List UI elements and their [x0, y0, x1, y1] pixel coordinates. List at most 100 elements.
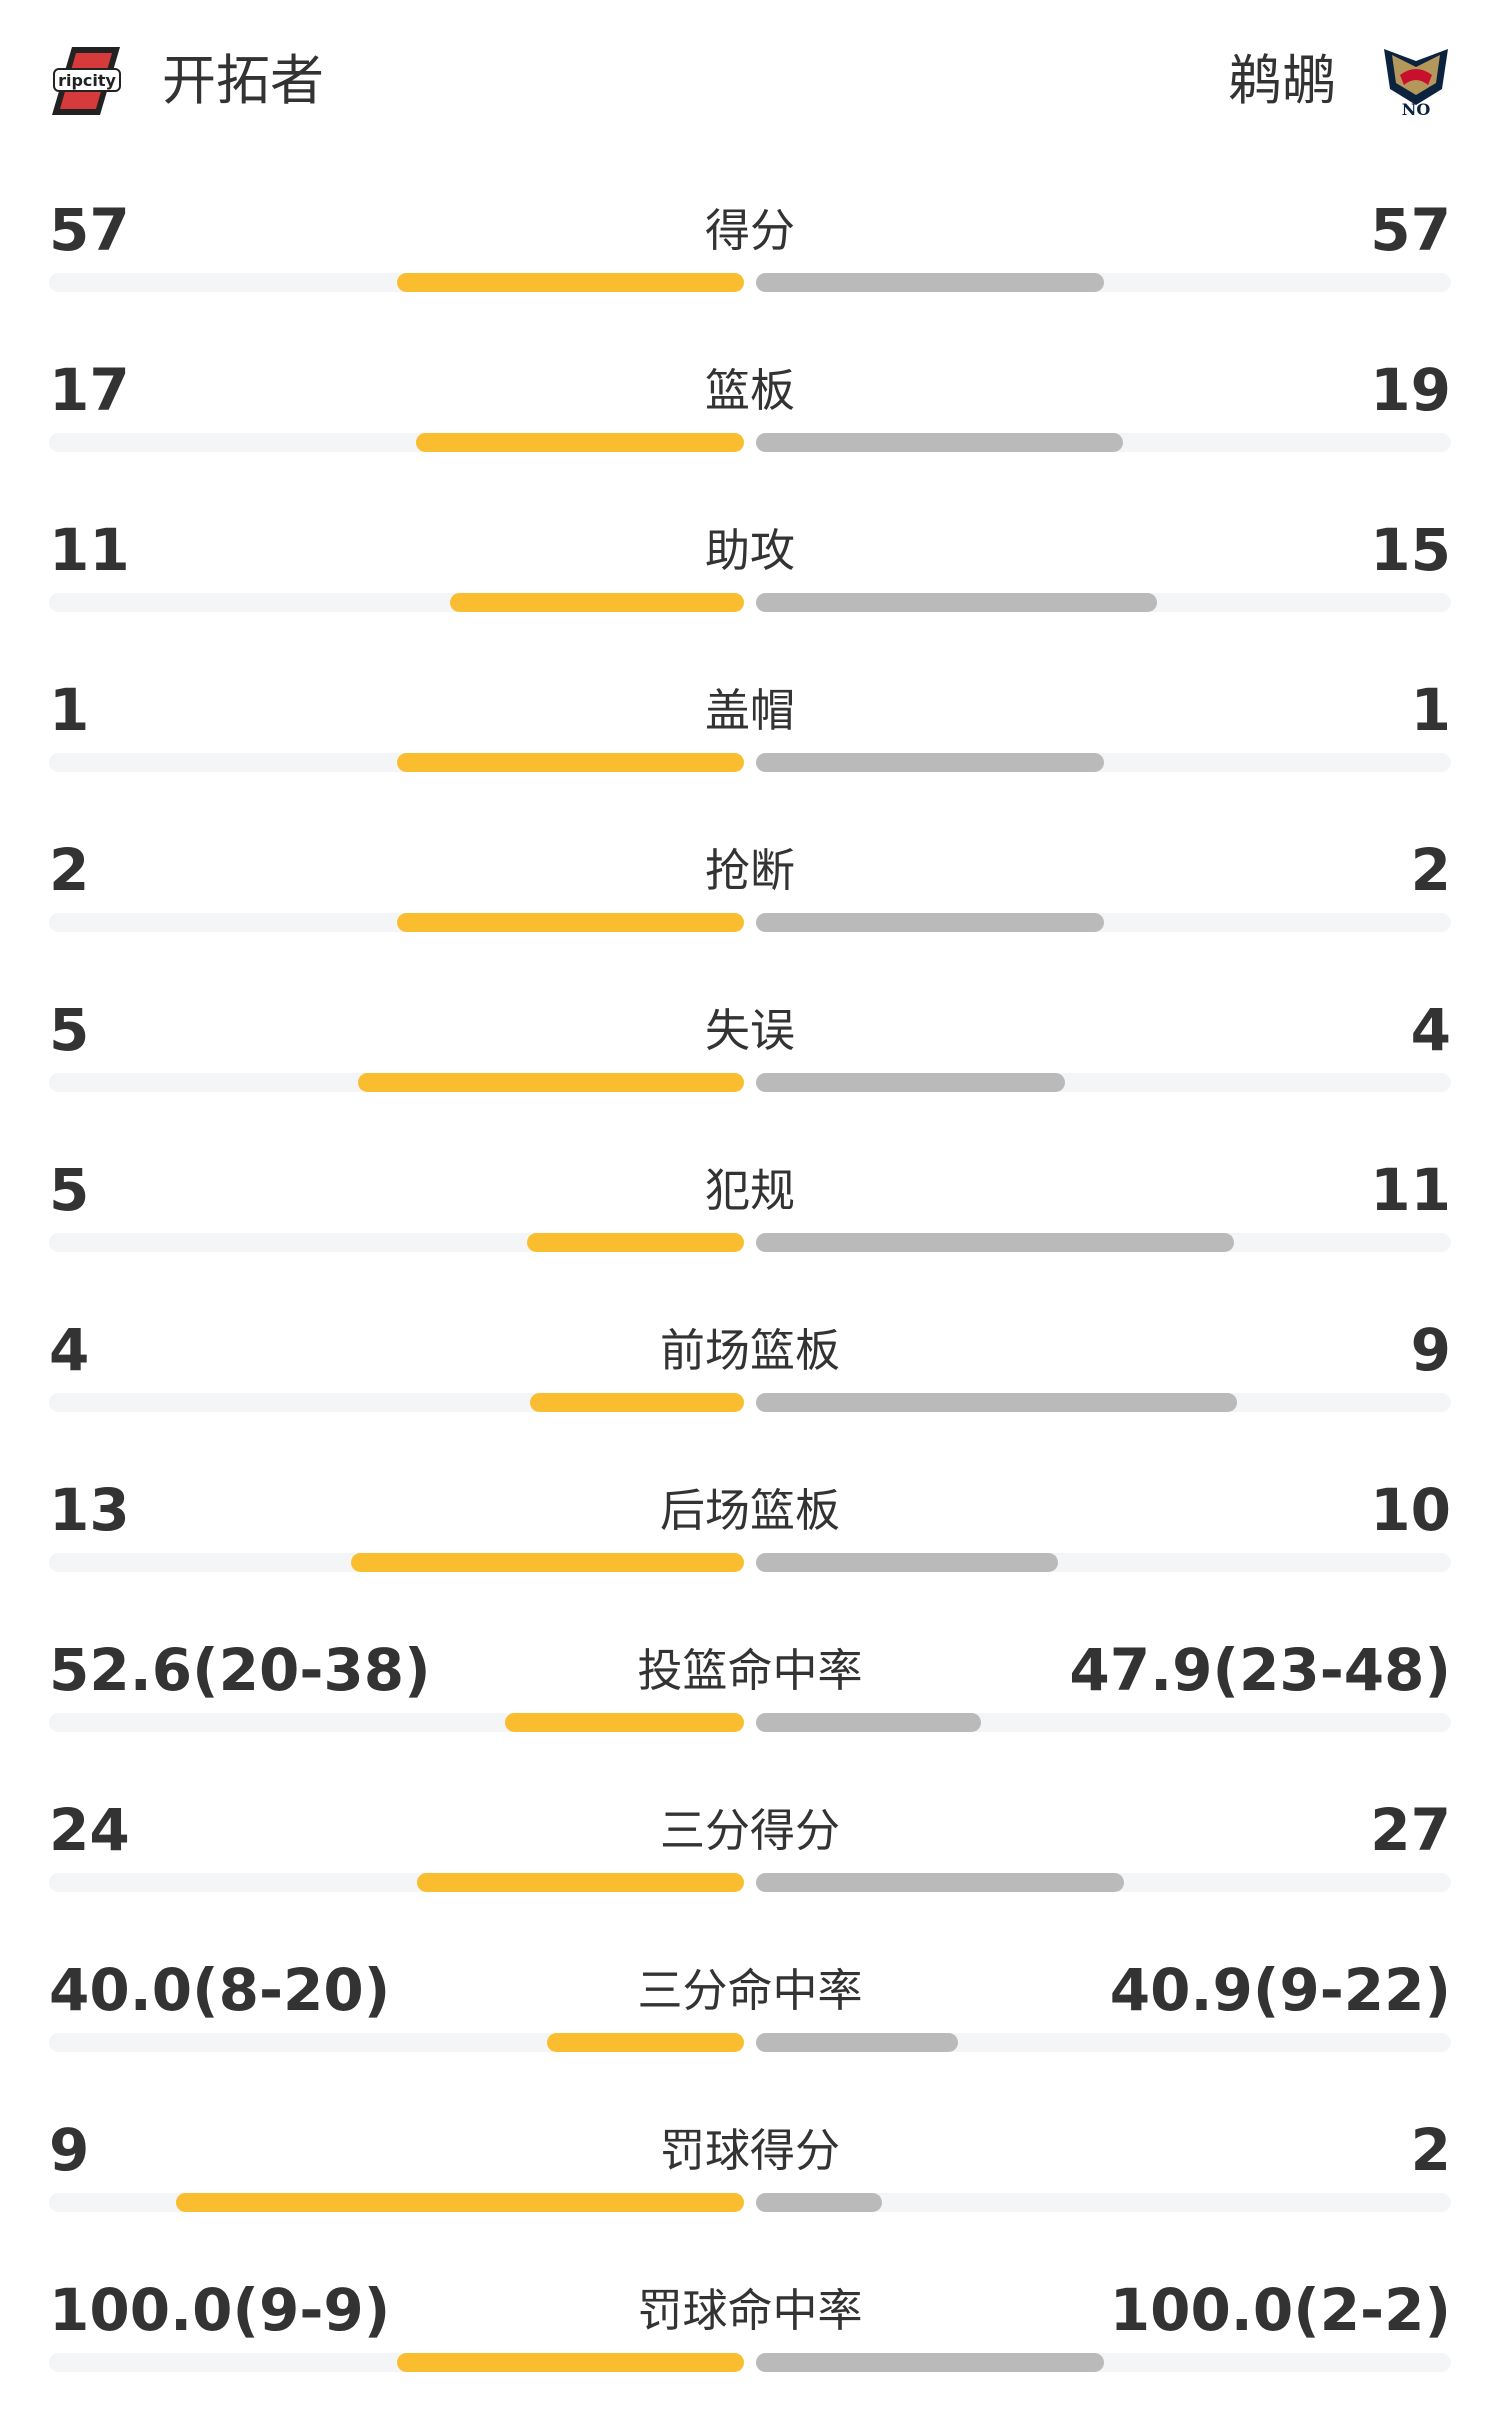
home-bar	[416, 1873, 744, 1892]
home-bar	[175, 2193, 744, 2212]
stat-row: 100.0(9-9) 罚球命中率 100.0(2-2)	[49, 2275, 1451, 2435]
stat-row: 1 盖帽 1	[49, 675, 1451, 835]
away-bar-track	[756, 273, 1451, 292]
away-value: 19	[1370, 356, 1451, 424]
home-value: 5	[49, 996, 90, 1064]
away-bar	[756, 433, 1123, 452]
home-bar-track	[49, 1393, 744, 1412]
home-value: 24	[49, 1796, 130, 1864]
pelicans-logo: NO	[1380, 45, 1452, 119]
home-bar-track	[49, 753, 744, 772]
svg-text:ripcity: ripcity	[58, 71, 116, 90]
stat-label: 罚球得分	[659, 2124, 840, 2177]
stat-row: 11 助攻 15	[49, 515, 1451, 675]
home-bar	[504, 1713, 744, 1732]
away-bar-track	[756, 433, 1451, 452]
away-value: 47.9(23-48)	[1069, 1636, 1451, 1704]
stat-label: 罚球命中率	[637, 2284, 863, 2337]
stat-label: 犯规	[704, 1164, 795, 1217]
home-value: 52.6(20-38)	[49, 1636, 431, 1704]
away-value: 27	[1370, 1796, 1451, 1864]
away-bar-track	[756, 1233, 1451, 1252]
stat-row: 13 后场篮板 10	[49, 1475, 1451, 1635]
away-value: 10	[1370, 1476, 1451, 1544]
away-value: 1	[1410, 676, 1451, 744]
home-value: 2	[49, 836, 90, 904]
away-value: 15	[1370, 516, 1451, 584]
home-bar	[450, 593, 744, 612]
away-bar	[756, 2033, 958, 2052]
home-bar-track	[49, 1073, 744, 1092]
away-bar	[756, 273, 1104, 292]
home-bar-track	[49, 1873, 744, 1892]
home-value: 100.0(9-9)	[49, 2276, 391, 2344]
away-value: 100.0(2-2)	[1109, 2276, 1451, 2344]
away-bar-track	[756, 2033, 1451, 2052]
stat-row: 17 篮板 19	[49, 355, 1451, 515]
away-bar-track	[756, 1713, 1451, 1732]
home-bar-track	[49, 433, 744, 452]
away-bar-track	[756, 2353, 1451, 2372]
stat-row: 52.6(20-38) 投篮命中率 47.9(23-48)	[49, 1635, 1451, 1795]
stat-label: 后场篮板	[659, 1484, 840, 1537]
away-bar	[756, 1553, 1059, 1572]
home-value: 4	[49, 1316, 90, 1384]
home-bar-track	[49, 593, 744, 612]
home-bar-track	[49, 1233, 744, 1252]
home-bar	[396, 2353, 744, 2372]
stat-row: 57 得分 57	[49, 195, 1451, 355]
away-value: 2	[1410, 836, 1451, 904]
away-team-name: 鹈鹕	[1228, 49, 1336, 112]
svg-text:NO: NO	[1402, 100, 1431, 117]
away-bar	[756, 593, 1157, 612]
stat-row: 9 罚球得分 2	[49, 2115, 1451, 2275]
away-bar-track	[756, 1393, 1451, 1412]
away-value: 40.9(9-22)	[1109, 1956, 1451, 2024]
home-value: 9	[49, 2116, 90, 2184]
stat-row: 24 三分得分 27	[49, 1795, 1451, 1955]
home-bar	[529, 1393, 744, 1412]
stat-label: 篮板	[704, 364, 795, 417]
stat-row: 2 抢断 2	[49, 835, 1451, 995]
stat-label: 盖帽	[704, 684, 795, 737]
away-value: 11	[1370, 1156, 1451, 1224]
home-bar	[396, 273, 744, 292]
home-value: 11	[49, 516, 130, 584]
stat-label: 投篮命中率	[637, 1644, 863, 1697]
home-bar-track	[49, 2353, 744, 2372]
home-bar	[546, 2033, 744, 2052]
away-bar-track	[756, 2193, 1451, 2212]
home-value: 13	[49, 1476, 130, 1544]
stat-row: 5 犯规 11	[49, 1155, 1451, 1315]
home-bar	[396, 913, 744, 932]
away-bar	[756, 1393, 1237, 1412]
away-bar	[756, 753, 1104, 772]
away-bar	[756, 2353, 1104, 2372]
home-value: 5	[49, 1156, 90, 1224]
home-bar-track	[49, 273, 744, 292]
stat-label: 三分命中率	[637, 1964, 863, 2017]
home-bar-track	[49, 913, 744, 932]
home-bar-track	[49, 2193, 744, 2212]
home-team-name: 开拓者	[162, 49, 324, 112]
home-bar-track	[49, 1553, 744, 1572]
stat-label: 助攻	[704, 524, 795, 577]
away-bar-track	[756, 593, 1451, 612]
stat-label: 得分	[704, 204, 795, 257]
stat-label: 三分得分	[659, 1804, 840, 1857]
home-value: 1	[49, 676, 90, 744]
away-bar-track	[756, 913, 1451, 932]
away-value: 4	[1410, 996, 1451, 1064]
stat-row: 40.0(8-20) 三分命中率 40.9(9-22)	[49, 1955, 1451, 2115]
away-bar-track	[756, 1073, 1451, 1092]
home-bar-track	[49, 1713, 744, 1732]
away-bar	[756, 1713, 982, 1732]
away-bar	[756, 1873, 1124, 1892]
away-value: 57	[1370, 196, 1451, 264]
away-bar-track	[756, 753, 1451, 772]
away-bar	[756, 1073, 1065, 1092]
home-value: 57	[49, 196, 130, 264]
away-bar-track	[756, 1873, 1451, 1892]
stat-label: 失误	[704, 1004, 795, 1057]
away-value: 2	[1410, 2116, 1451, 2184]
